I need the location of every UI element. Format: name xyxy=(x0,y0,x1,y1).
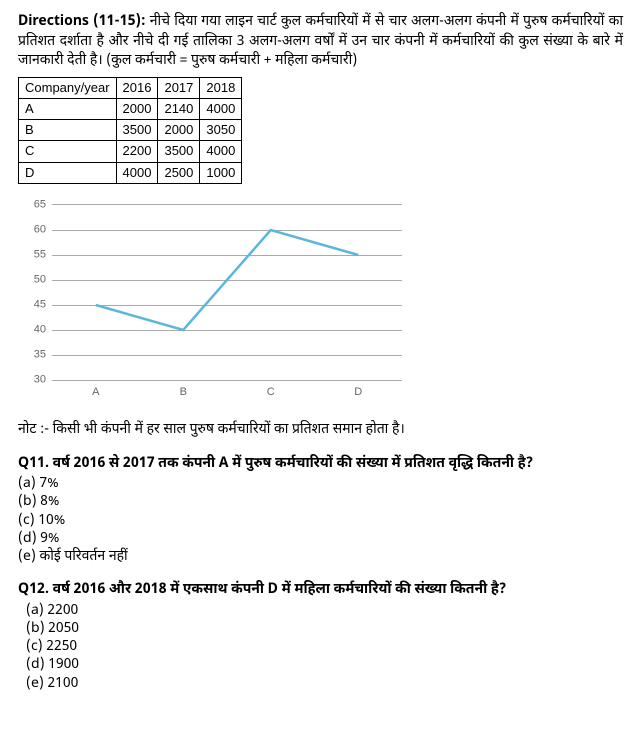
col-2018: 2018 xyxy=(200,77,242,98)
q11-opt-a: (a) 7% xyxy=(18,475,623,493)
y-tick-label: 35 xyxy=(24,347,46,362)
y-tick-label: 60 xyxy=(24,222,46,237)
q12-opt-e: (e) 2100 xyxy=(26,675,623,693)
note-text: नोट :- किसी भी कंपनी में हर साल पुरुष कर… xyxy=(18,420,623,440)
y-tick-label: 45 xyxy=(24,297,46,312)
q11-options: (a) 7% (b) 8% (c) 10% (d) 9% (e) कोई परि… xyxy=(18,475,623,566)
q11-text: वर्ष 2016 से 2017 तक कंपनी A में पुरुष क… xyxy=(53,454,534,473)
table-row: C 2200 3500 4000 xyxy=(19,141,242,162)
q12-options: (a) 2200 (b) 2050 (c) 2250 (d) 1900 (e) … xyxy=(26,602,623,693)
x-label: C xyxy=(227,385,315,400)
table-header-row: Company/year 2016 2017 2018 xyxy=(19,77,242,98)
y-tick-label: 30 xyxy=(24,372,46,387)
col-company: Company/year xyxy=(19,77,117,98)
chart-line-svg xyxy=(52,205,402,380)
table-row: D 4000 2500 1000 xyxy=(19,162,242,183)
x-label: B xyxy=(140,385,228,400)
x-label: D xyxy=(315,385,403,400)
table-row: B 3500 2000 3050 xyxy=(19,120,242,141)
directions-block: Directions (11-15): नीचे दिया गया लाइन च… xyxy=(18,12,623,71)
col-2016: 2016 xyxy=(116,77,158,98)
q11-opt-d: (d) 9% xyxy=(18,530,623,548)
x-label: A xyxy=(52,385,140,400)
col-2017: 2017 xyxy=(158,77,200,98)
chart-x-labels: A B C D xyxy=(52,385,402,400)
q12-text: वर्ष 2016 और 2018 में एकसाथ कंपनी D में … xyxy=(53,580,507,599)
employee-table: Company/year 2016 2017 2018 A 2000 2140 … xyxy=(18,77,242,184)
y-tick-label: 55 xyxy=(24,247,46,262)
q11: Q11. वर्ष 2016 से 2017 तक कंपनी A में पु… xyxy=(18,454,623,474)
y-tick-label: 40 xyxy=(24,322,46,337)
q12-opt-d: (d) 1900 xyxy=(26,656,623,674)
q12-num: Q12. xyxy=(18,580,49,599)
q12-opt-b: (b) 2050 xyxy=(26,620,623,638)
directions-lead: Directions (11-15): xyxy=(18,12,146,31)
q12: Q12. वर्ष 2016 और 2018 में एकसाथ कंपनी D… xyxy=(18,580,623,600)
q12-opt-a: (a) 2200 xyxy=(26,602,623,620)
q11-opt-b: (b) 8% xyxy=(18,493,623,511)
q11-num: Q11. xyxy=(18,454,49,473)
q11-opt-e: (e) कोई परिवर्तन नहीं xyxy=(18,548,623,566)
q12-opt-c: (c) 2250 xyxy=(26,638,623,656)
table-row: A 2000 2140 4000 xyxy=(19,98,242,119)
line-chart: 30 35 40 45 50 55 60 65 A B C D xyxy=(18,194,418,404)
y-tick-label: 65 xyxy=(24,197,46,212)
y-tick-label: 50 xyxy=(24,272,46,287)
q11-opt-c: (c) 10% xyxy=(18,512,623,530)
